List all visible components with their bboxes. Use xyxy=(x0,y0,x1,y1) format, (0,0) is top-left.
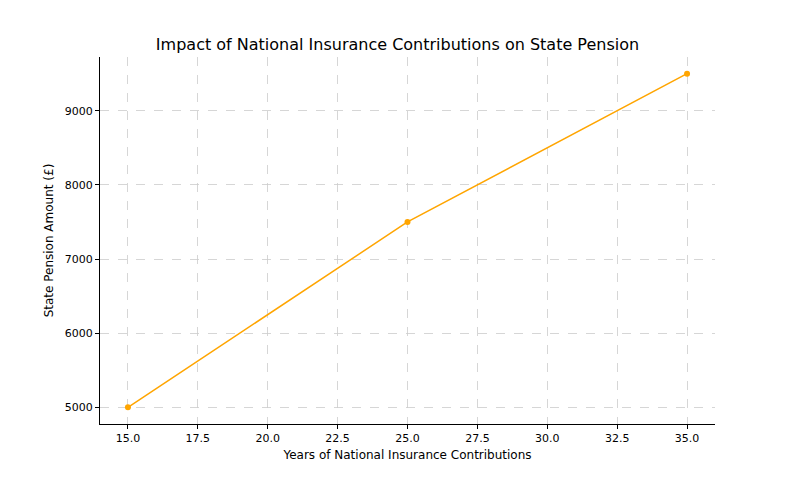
svg-text:17.5: 17.5 xyxy=(186,432,211,445)
svg-text:8000: 8000 xyxy=(65,179,93,192)
svg-text:20.0: 20.0 xyxy=(255,432,280,445)
svg-text:Years of National Insurance Co: Years of National Insurance Contribution… xyxy=(282,448,531,462)
svg-text:30.0: 30.0 xyxy=(535,432,560,445)
svg-text:22.5: 22.5 xyxy=(325,432,350,445)
svg-text:15.0: 15.0 xyxy=(116,432,141,445)
svg-text:6000: 6000 xyxy=(65,327,93,340)
svg-text:25.0: 25.0 xyxy=(395,432,420,445)
svg-text:35.0: 35.0 xyxy=(675,432,700,445)
svg-text:State Pension Amount (£): State Pension Amount (£) xyxy=(42,164,56,318)
svg-text:32.5: 32.5 xyxy=(605,432,630,445)
svg-text:9000: 9000 xyxy=(65,105,93,118)
svg-text:27.5: 27.5 xyxy=(465,432,490,445)
svg-text:Impact of National Insurance C: Impact of National Insurance Contributio… xyxy=(156,35,639,54)
svg-text:5000: 5000 xyxy=(65,401,93,414)
svg-text:7000: 7000 xyxy=(65,253,93,266)
